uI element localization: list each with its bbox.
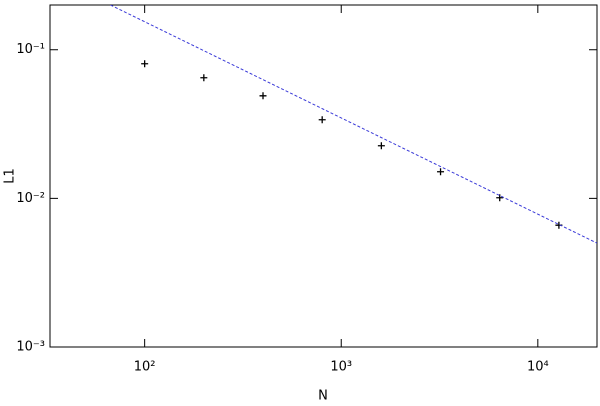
x-axis-label: N <box>318 389 328 404</box>
y-tick-label: 10⁻² <box>16 191 45 206</box>
data-point <box>437 168 445 176</box>
y-tick-label: 10⁻³ <box>16 340 45 355</box>
data-point <box>141 60 149 68</box>
x-tick-label: 10² <box>134 360 156 375</box>
y-axis-label: L1 <box>3 168 18 184</box>
x-tick-label: 10⁴ <box>527 360 549 375</box>
fit-line <box>110 5 597 244</box>
data-point <box>377 142 385 150</box>
x-tick-label: 10³ <box>330 360 352 375</box>
y-tick-label: 10⁻¹ <box>16 42 45 57</box>
data-point <box>259 92 267 100</box>
data-point <box>318 116 326 124</box>
plot-frame <box>49 4 598 348</box>
data-point <box>496 194 504 202</box>
data-point <box>200 74 208 82</box>
